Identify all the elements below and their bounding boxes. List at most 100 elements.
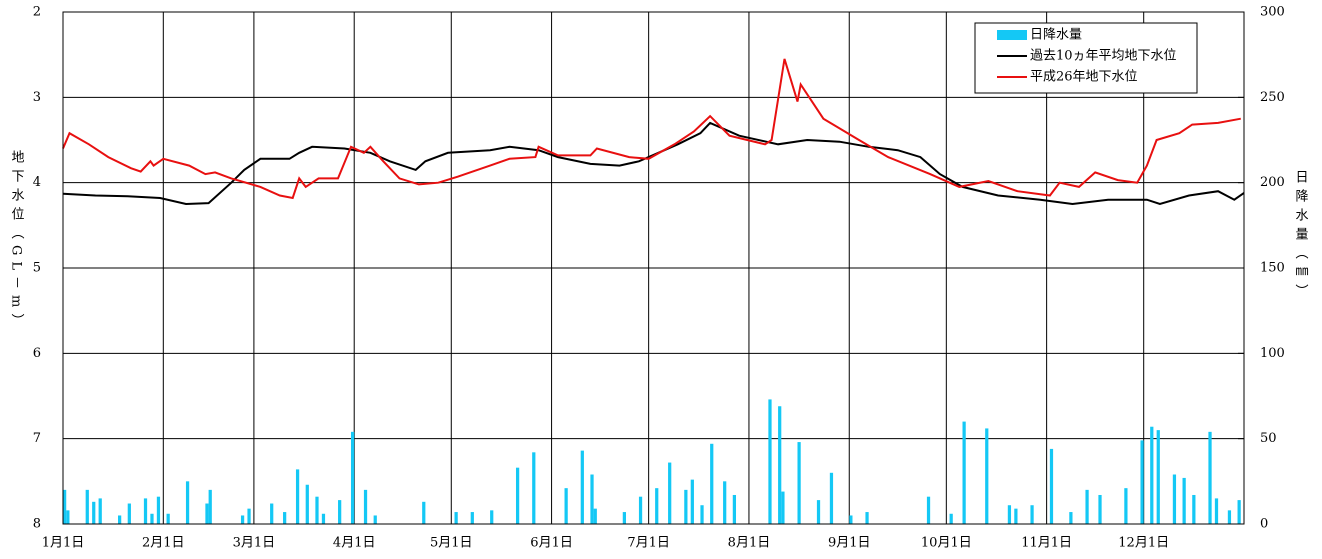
rain-bar [470,512,474,524]
rain-bar [684,489,688,524]
rain-bar [1208,431,1212,524]
rain-bar [338,500,342,524]
rain-bar [295,469,300,524]
rain-bar [1124,488,1128,524]
rain-bar [564,488,568,524]
rain-bar [283,512,287,524]
y2-tick-label: 250 [1260,90,1285,105]
rain-bar [66,510,70,524]
rain-bar [490,510,494,524]
y2-tick-label: 50 [1260,431,1277,446]
rain-bar [532,452,536,524]
rain-bar [63,489,67,524]
rain-bar [1150,426,1154,524]
rain-bar [1049,448,1054,524]
rain-bar [580,450,584,524]
rain-bar [1172,474,1177,524]
rain-bar [156,496,161,524]
rain-bar [926,496,931,524]
rain-bar [321,513,326,524]
rain-bar [590,474,594,524]
x-tick-label: 2月1日 [142,536,185,551]
rain-bar [962,421,966,524]
rain-bar [85,489,89,524]
rain-bar [781,491,785,524]
rain-bar [732,494,737,524]
plot-frame [62,11,1245,525]
rain-bar [247,508,251,524]
x-tick-label: 4月1日 [333,536,376,551]
rain-bar [1030,505,1034,524]
rain-bar [1085,489,1089,524]
y2-axis-label: 日降水量（㎜） [1293,170,1309,303]
rain-bar [723,481,727,524]
rain-bar [949,513,953,524]
rain-bar [150,513,154,524]
rain-bar [797,442,801,524]
rain-bar [710,443,714,524]
rain-bar [240,515,245,524]
rain-bar [515,467,520,524]
y-tick-label: 8 [33,517,41,532]
rain-bar [638,496,643,524]
rain-bar [768,399,772,524]
y2-tick-label: 100 [1260,346,1285,361]
y-tick-label: 3 [33,90,41,105]
y-axis-label: 地下水位（GL－m） [9,150,25,332]
rain-bar [305,484,309,524]
rain-bar [422,501,426,524]
rain-bar [363,489,368,524]
x-tick-label: 11月1日 [1021,536,1072,551]
legend-swatch [997,30,1027,40]
rain-bar [127,503,131,524]
rain-bar [700,505,704,524]
rain-bar [1182,477,1186,524]
rain-bar [593,508,597,524]
x-tick-label: 9月1日 [828,536,871,551]
x-tick-label: 8月1日 [728,536,771,551]
rain-bar [185,481,190,524]
x-tick-label: 1月1日 [42,536,85,551]
rain-bar [270,503,274,524]
rain-bar [690,479,694,524]
rain-bar [143,498,148,524]
y2-tick-label: 200 [1260,175,1285,190]
x-tick-label: 10月1日 [921,536,972,551]
rain-bar [849,515,853,524]
level-line [62,58,1241,200]
y2-tick-label: 0 [1260,517,1268,532]
rain-bar [118,515,122,524]
x-tick-label: 7月1日 [627,536,670,551]
y-tick-label: 2 [33,5,41,20]
x-tick-label: 6月1日 [530,536,573,551]
rain-bar [350,431,355,524]
rain-bar [98,498,102,524]
rain-bar [1227,510,1232,524]
rain-bar [1192,494,1196,524]
rain-bar [829,472,834,524]
rain-bar [373,515,377,524]
rain-bar [1237,500,1241,524]
rain-bar [1014,508,1018,524]
legend-label: 平成26年地下水位 [1030,70,1138,85]
rain-bar [166,513,170,524]
rain-bar [985,428,989,524]
rain-bar [622,512,626,524]
y2-tick-label: 150 [1260,261,1285,276]
rain-bar [816,500,821,524]
rain-bar [655,488,659,524]
level-line [62,121,1245,206]
rain-bar [865,512,869,524]
x-tick-label: 5月1日 [430,536,473,551]
rain-bar [1140,440,1144,524]
rain-bar [1007,505,1012,524]
rain-bar [315,496,319,524]
rain-bar [1214,498,1219,524]
rain-bar [668,462,672,524]
x-tick-label: 12月1日 [1118,536,1169,551]
rain-bar [778,406,782,524]
rain-bar [205,503,209,524]
rain-bar [1156,430,1160,524]
rain-bar [1069,512,1073,524]
